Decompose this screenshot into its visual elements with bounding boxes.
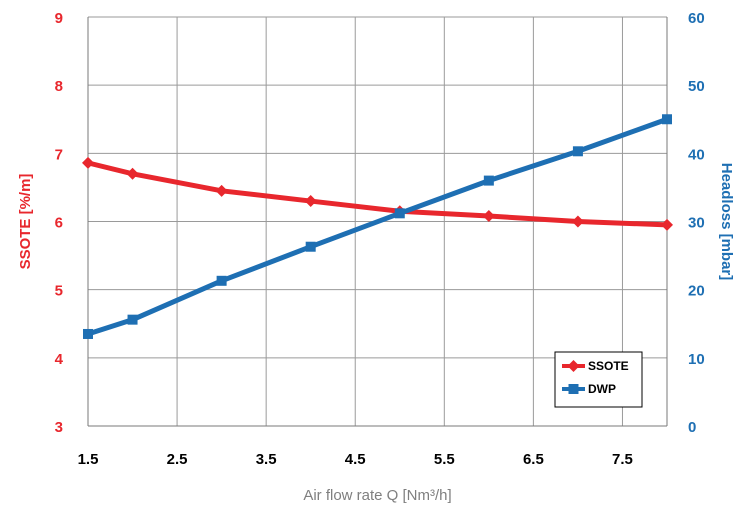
x-axis-title: Air flow rate Q [Nm³/h]	[303, 487, 451, 504]
x-tick-label-3.5: 3.5	[256, 451, 277, 468]
x-tick-label-7.5: 7.5	[612, 451, 633, 468]
series-DWP	[83, 114, 672, 339]
right-y-tick-label-0: 0	[688, 419, 696, 436]
data-point-DWP-2	[127, 314, 138, 325]
legend-label-DWP: DWP	[588, 382, 616, 396]
data-point-DWP-5	[394, 208, 405, 219]
data-point-DWP-6	[483, 175, 494, 186]
data-point-DWP-1.5	[83, 328, 93, 339]
x-tick-label-4.5: 4.5	[345, 451, 366, 468]
right-y-axis-ticks: 0 10 20 30 40 50 60	[688, 10, 705, 436]
data-point-SSOTE-8	[661, 218, 673, 231]
legend-label-SSOTE: SSOTE	[588, 359, 629, 373]
right-y-tick-label-60: 60	[688, 10, 705, 27]
x-axis-ticks: 1.5 2.5 3.5 4.5 5.5 6.5 7.5	[78, 451, 633, 468]
legend-box	[554, 351, 643, 408]
data-point-SSOTE-1.5	[82, 156, 94, 169]
x-tick-label-5.5: 5.5	[434, 451, 455, 468]
series-layer	[82, 114, 673, 339]
left-y-axis-title: SSOTE [%/m]	[17, 174, 34, 270]
left-y-tick-label-7: 7	[55, 146, 63, 163]
left-y-tick-label-6: 6	[55, 215, 63, 232]
legend-marker-SSOTE	[567, 360, 580, 372]
data-point-SSOTE-3	[215, 184, 228, 197]
legend: SSOTE DWP	[554, 351, 643, 408]
data-point-SSOTE-2	[126, 167, 139, 180]
series-line-DWP	[87, 116, 668, 337]
right-y-tick-label-10: 10	[688, 351, 705, 368]
right-y-tick-label-30: 30	[688, 215, 705, 232]
left-y-axis-ticks: 3 4 5 6 7 8 9	[55, 10, 64, 436]
data-point-SSOTE-4	[304, 195, 317, 208]
left-y-tick-label-3: 3	[55, 419, 63, 436]
series-line-SSOTE	[87, 160, 668, 228]
left-y-tick-label-8: 8	[55, 78, 63, 95]
data-point-DWP-4	[305, 241, 316, 252]
right-y-axis-title: Headloss [mbar]	[718, 163, 735, 281]
data-point-DWP-7	[572, 146, 583, 157]
left-y-tick-label-9: 9	[55, 10, 63, 27]
data-point-SSOTE-7	[571, 215, 584, 228]
x-tick-label-1.5: 1.5	[78, 451, 99, 468]
x-tick-label-2.5: 2.5	[167, 451, 188, 468]
right-y-tick-label-50: 50	[688, 78, 705, 95]
right-y-tick-label-40: 40	[688, 146, 705, 163]
data-point-DWP-3	[216, 275, 227, 286]
data-point-SSOTE-6	[482, 210, 495, 223]
legend-marker-DWP	[568, 384, 579, 394]
x-tick-label-6.5: 6.5	[523, 451, 544, 468]
left-y-tick-label-5: 5	[55, 283, 63, 300]
left-y-tick-label-4: 4	[55, 351, 64, 368]
data-point-DWP-8	[662, 114, 672, 125]
right-y-tick-label-20: 20	[688, 283, 705, 300]
